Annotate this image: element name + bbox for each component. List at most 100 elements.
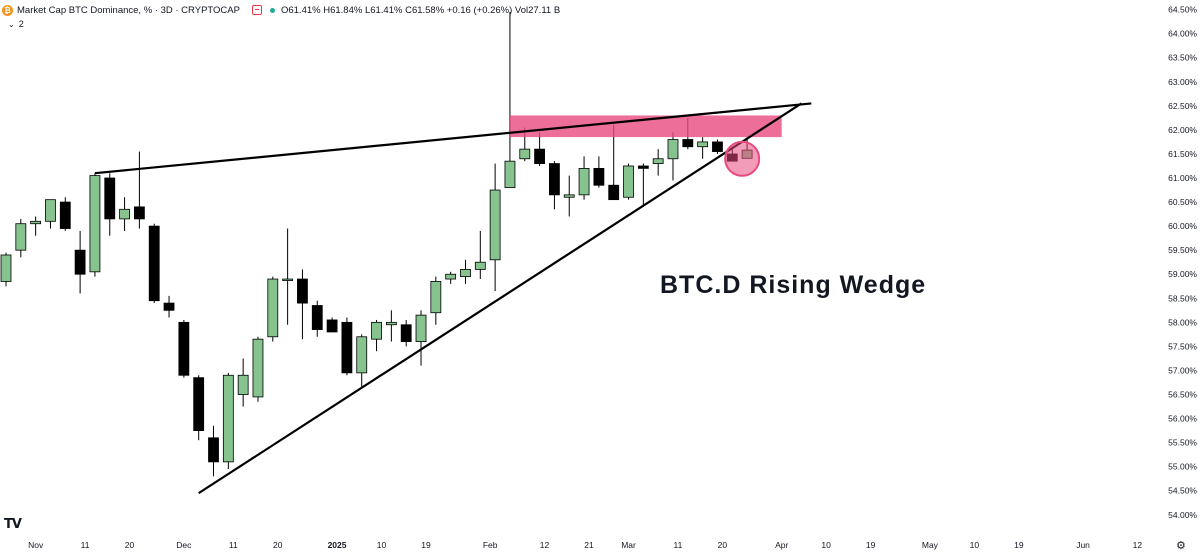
candle[interactable]	[593, 156, 605, 188]
market-closed-icon[interactable]	[251, 5, 262, 15]
candle-body	[163, 302, 175, 311]
y-axis-tick-label: 55.00%	[1168, 462, 1197, 472]
x-axis-tick-label: 20	[125, 540, 135, 550]
candle[interactable]	[385, 310, 397, 342]
x-axis-tick-label: Apr	[775, 540, 788, 550]
candle[interactable]	[311, 300, 323, 337]
x-axis-tick-label: Mar	[621, 540, 636, 550]
annotation-label[interactable]: BTC.D Rising Wedge	[660, 271, 926, 299]
candle-body	[282, 278, 294, 281]
x-axis-tick-label: May	[922, 540, 939, 550]
candle-body	[400, 324, 412, 342]
candle[interactable]	[208, 425, 219, 477]
candle[interactable]	[74, 230, 86, 294]
x-axis-tick-label: 12	[1133, 540, 1143, 550]
y-axis-tick-label: 61.50%	[1168, 149, 1197, 159]
candle-body	[356, 336, 368, 374]
candle-body	[193, 377, 205, 431]
x-axis-tick-label: 11	[81, 540, 90, 550]
tradingview-logo-icon[interactable]: TV	[4, 517, 22, 532]
candle[interactable]	[15, 218, 27, 258]
candle[interactable]	[667, 132, 679, 181]
candle-body	[267, 278, 279, 338]
wedge-lower-trendline[interactable]	[198, 102, 803, 495]
candle[interactable]	[445, 271, 457, 284]
wedge-upper-trendline[interactable]	[94, 102, 812, 175]
candle[interactable]	[119, 197, 130, 231]
candle[interactable]	[282, 228, 294, 325]
candle[interactable]	[400, 319, 412, 347]
x-axis-tick-label: 11	[674, 540, 683, 550]
candle-body	[578, 167, 590, 196]
candle-body	[297, 278, 308, 304]
candle[interactable]	[563, 175, 575, 217]
indicators-toggle[interactable]: ⌄ 2	[8, 19, 24, 29]
y-axis-tick-label: 63.00%	[1168, 77, 1197, 87]
y-axis-tick-label: 59.00%	[1168, 269, 1197, 279]
symbol-title[interactable]: Market Cap BTC Dominance, % · 3D · CRYPT…	[17, 4, 240, 16]
candle-body	[385, 321, 397, 326]
candle[interactable]	[504, 12, 516, 189]
candle[interactable]	[148, 223, 160, 304]
candle[interactable]	[0, 252, 12, 287]
highlight-circle[interactable]	[724, 140, 761, 177]
candle[interactable]	[45, 199, 56, 229]
candle[interactable]	[712, 139, 723, 154]
candle[interactable]	[489, 163, 501, 292]
candle[interactable]	[549, 161, 560, 210]
candle-body	[208, 437, 219, 463]
candle[interactable]	[637, 163, 649, 207]
x-axis-tick-label: 20	[273, 540, 283, 550]
candle[interactable]	[222, 372, 234, 470]
candle[interactable]	[193, 375, 205, 441]
candle-body	[371, 321, 382, 340]
x-axis-tick-label: 10	[821, 540, 831, 550]
candle[interactable]	[430, 276, 442, 325]
candle-body	[148, 225, 160, 302]
candle-body	[415, 314, 427, 342]
candle[interactable]	[356, 334, 368, 388]
x-axis-tick-label: 10	[377, 540, 387, 550]
gear-icon[interactable]: ⚙	[1176, 540, 1186, 552]
candle-body	[519, 148, 531, 160]
candle[interactable]	[178, 319, 190, 378]
candle[interactable]	[697, 137, 709, 159]
candle[interactable]	[104, 173, 116, 236]
ohlc-readout: O61.41% H61.84% L61.41% C61.58% +0.16 (+…	[280, 4, 561, 16]
candle[interactable]	[652, 149, 664, 176]
candle[interactable]	[297, 269, 308, 340]
candle[interactable]	[89, 173, 101, 277]
candle-body	[534, 148, 545, 164]
candle[interactable]	[252, 336, 264, 402]
resistance-zone[interactable]	[509, 115, 782, 138]
candle[interactable]	[578, 156, 590, 200]
candle[interactable]	[415, 310, 427, 366]
x-axis-tick-label: 21	[584, 540, 594, 550]
candle[interactable]	[341, 317, 353, 376]
candle-body	[637, 165, 649, 169]
candle[interactable]	[59, 197, 71, 231]
candle[interactable]	[534, 132, 545, 166]
candle[interactable]	[163, 295, 175, 318]
y-axis-tick-label: 62.00%	[1168, 125, 1197, 135]
candle-body	[119, 208, 130, 220]
candle[interactable]	[133, 151, 145, 229]
y-axis-tick-label: 64.00%	[1168, 29, 1197, 39]
candle[interactable]	[326, 317, 338, 333]
candle[interactable]	[237, 358, 249, 407]
candle-body	[15, 223, 27, 251]
candle[interactable]	[267, 276, 279, 342]
x-axis-tick-label: Nov	[28, 540, 44, 550]
candle[interactable]	[371, 319, 382, 352]
candle[interactable]	[474, 230, 486, 280]
y-axis-tick-label: 54.00%	[1168, 510, 1197, 520]
candle-body	[712, 141, 723, 152]
candle[interactable]	[460, 259, 471, 284]
candle-body	[623, 165, 634, 198]
chart-header: ₿ Market Cap BTC Dominance, % · 3D · CRY…	[0, 0, 1170, 20]
candle[interactable]	[30, 216, 42, 236]
candle[interactable]	[623, 163, 634, 200]
chevron-down-icon[interactable]: ⌄	[8, 19, 15, 29]
